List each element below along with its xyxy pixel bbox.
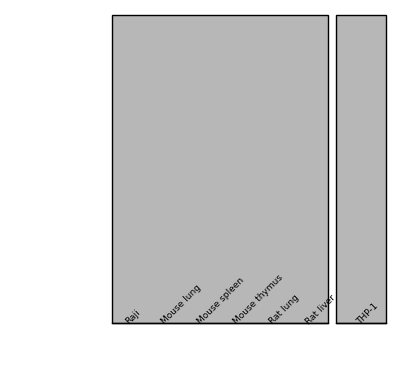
Text: Rat lung: Rat lung [268, 293, 301, 326]
Bar [112, 15, 328, 323]
Text: THP-1: THP-1 [355, 301, 380, 326]
Text: Mouse thymus: Mouse thymus [232, 273, 285, 326]
Text: Mouse lung: Mouse lung [160, 283, 203, 326]
Text: Rat liver: Rat liver [304, 293, 337, 326]
Text: Raji: Raji [124, 308, 142, 326]
Bar [336, 15, 386, 323]
Text: Mouse spleen: Mouse spleen [196, 276, 246, 326]
